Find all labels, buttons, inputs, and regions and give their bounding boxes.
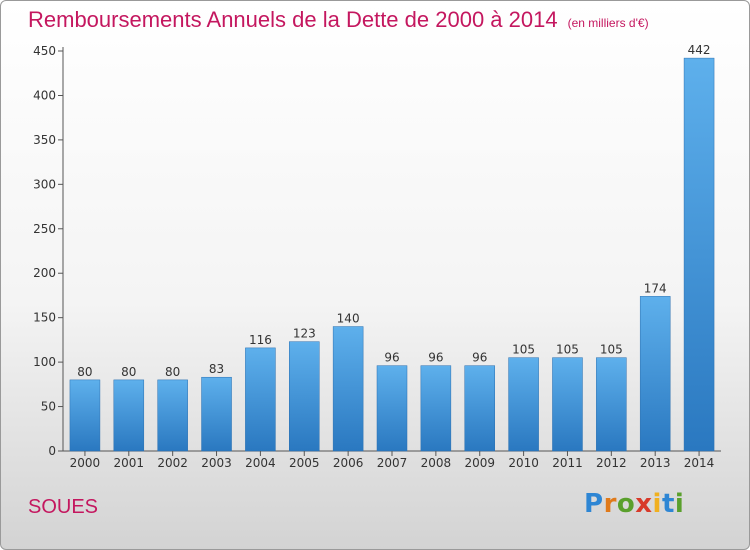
data-label: 80 xyxy=(121,365,136,379)
y-tick-label: 150 xyxy=(33,311,56,325)
bar xyxy=(376,365,408,452)
x-tick-label: 2000 xyxy=(70,456,101,470)
chart-title-block: Remboursements Annuels de la Dette de 20… xyxy=(28,7,649,33)
bar xyxy=(69,379,101,452)
x-tick-label: 2006 xyxy=(333,456,364,470)
x-tick-label: 2011 xyxy=(552,456,583,470)
data-label: 140 xyxy=(337,312,360,326)
bar xyxy=(464,365,495,452)
data-label: 442 xyxy=(688,43,711,57)
bar xyxy=(683,57,715,452)
logo-letter: P xyxy=(584,489,604,519)
x-tick-label: 2008 xyxy=(421,456,452,470)
x-tick-label: 2002 xyxy=(157,456,188,470)
x-tick-label: 2014 xyxy=(684,456,715,470)
y-tick-label: 350 xyxy=(33,133,56,147)
logo-letter: i xyxy=(652,489,662,519)
bar xyxy=(157,379,188,452)
y-tick-label: 0 xyxy=(48,444,56,458)
data-label: 174 xyxy=(644,281,667,295)
x-tick-label: 2010 xyxy=(508,456,539,470)
logo-letter: o xyxy=(616,489,636,519)
x-tick-label: 2003 xyxy=(201,456,232,470)
y-tick-label: 400 xyxy=(33,88,56,102)
x-tick-label: 2009 xyxy=(464,456,495,470)
y-tick-label: 200 xyxy=(33,266,56,280)
bar xyxy=(639,296,671,452)
bar xyxy=(508,357,539,452)
logo-letter: t xyxy=(661,489,675,519)
data-label: 116 xyxy=(249,333,272,347)
y-tick-label: 450 xyxy=(33,44,56,58)
bar xyxy=(201,376,232,452)
data-label: 96 xyxy=(428,351,443,365)
chart-title: Remboursements Annuels de la Dette de 20… xyxy=(28,7,558,32)
data-label: 105 xyxy=(600,343,623,357)
x-tick-label: 2005 xyxy=(289,456,320,470)
bar xyxy=(552,357,583,452)
bar xyxy=(245,347,276,452)
data-label: 105 xyxy=(556,343,579,357)
data-label: 123 xyxy=(293,327,316,341)
x-tick-label: 2004 xyxy=(245,456,276,470)
chart-subtitle: (en milliers d'€) xyxy=(567,16,649,30)
bar xyxy=(596,357,627,452)
location-label: SOUES xyxy=(28,496,99,518)
data-label: 80 xyxy=(77,365,92,379)
x-tick-label: 2012 xyxy=(596,456,627,470)
data-label: 96 xyxy=(384,351,399,365)
y-tick-label: 250 xyxy=(33,222,56,236)
x-tick-label: 2013 xyxy=(640,456,671,470)
data-label: 80 xyxy=(165,365,180,379)
bar xyxy=(289,341,320,452)
y-tick-label: 300 xyxy=(33,177,56,191)
y-tick-label: 50 xyxy=(41,400,56,414)
data-label: 96 xyxy=(472,351,487,365)
proxiti-logo: Proxiti xyxy=(584,489,684,519)
logo-letter: i xyxy=(674,489,685,519)
logo-letter: x xyxy=(635,489,653,519)
y-tick-label: 100 xyxy=(33,355,56,369)
data-label: 83 xyxy=(209,362,224,376)
x-tick-label: 2001 xyxy=(114,456,145,470)
x-tick-label: 2007 xyxy=(377,456,408,470)
bar xyxy=(113,379,145,452)
bar xyxy=(420,365,452,452)
data-label: 105 xyxy=(512,343,535,357)
bar xyxy=(332,326,364,452)
logo-letter: r xyxy=(603,489,617,519)
